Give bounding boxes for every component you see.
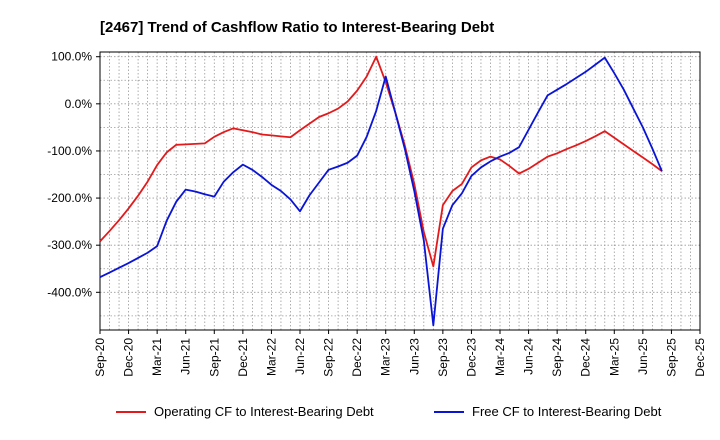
- series-lines: [99, 55, 663, 327]
- x-tick-label: Mar-24: [493, 338, 507, 376]
- x-tick-label: Sep-24: [550, 338, 564, 377]
- y-tick-label: -400.0%: [47, 285, 92, 299]
- x-tick-label: Sep-23: [436, 338, 450, 377]
- x-tick-label: Jun-25: [636, 338, 650, 375]
- x-tick-label: Dec-21: [236, 338, 250, 377]
- x-tick-label: Mar-21: [150, 338, 164, 376]
- y-tick-label: 0.0%: [65, 97, 93, 111]
- y-tick-label: -300.0%: [47, 238, 92, 252]
- x-tick-label: Jun-22: [293, 338, 307, 375]
- x-tick-label: Dec-23: [464, 338, 478, 377]
- x-tick-label: Mar-23: [379, 338, 393, 376]
- x-tick-label: Mar-22: [264, 338, 278, 376]
- plot-frame: [99, 51, 701, 331]
- x-tick-label: Sep-20: [93, 338, 107, 377]
- x-tick-label: Sep-21: [207, 338, 221, 377]
- legend-label: Free CF to Interest-Bearing Debt: [472, 404, 662, 419]
- y-tick-label: -100.0%: [47, 144, 92, 158]
- x-tick-label: Jun-21: [179, 338, 193, 375]
- x-tick-label: Sep-25: [664, 338, 678, 377]
- chart-title: [2467] Trend of Cashflow Ratio to Intere…: [100, 19, 494, 36]
- x-tick-label: Dec-24: [579, 338, 593, 377]
- series-line-operating-cf: [99, 55, 663, 268]
- x-tick-label: Jun-24: [522, 338, 536, 375]
- axes: 100.0% 0.0% -100.0% -200.0% -300.0% -400.0% Se…: [47, 50, 707, 377]
- x-tick-label: Dec-25: [693, 338, 707, 377]
- gridlines: [99, 52, 701, 330]
- x-tick-label: Sep-22: [322, 338, 336, 377]
- x-tick-label: Jun-23: [407, 338, 421, 375]
- x-tick-label: Mar-25: [607, 338, 621, 376]
- y-tick-label: 100.0%: [51, 50, 92, 64]
- legend: Operating CF to Interest-Bearing Debt Fre…: [116, 404, 662, 419]
- series-line-free-cf: [99, 56, 663, 327]
- legend-label: Operating CF to Interest-Bearing Debt: [154, 404, 374, 419]
- x-tick-label: Dec-20: [122, 338, 136, 377]
- y-tick-label: -200.0%: [47, 191, 92, 205]
- x-tick-label: Dec-22: [350, 338, 364, 377]
